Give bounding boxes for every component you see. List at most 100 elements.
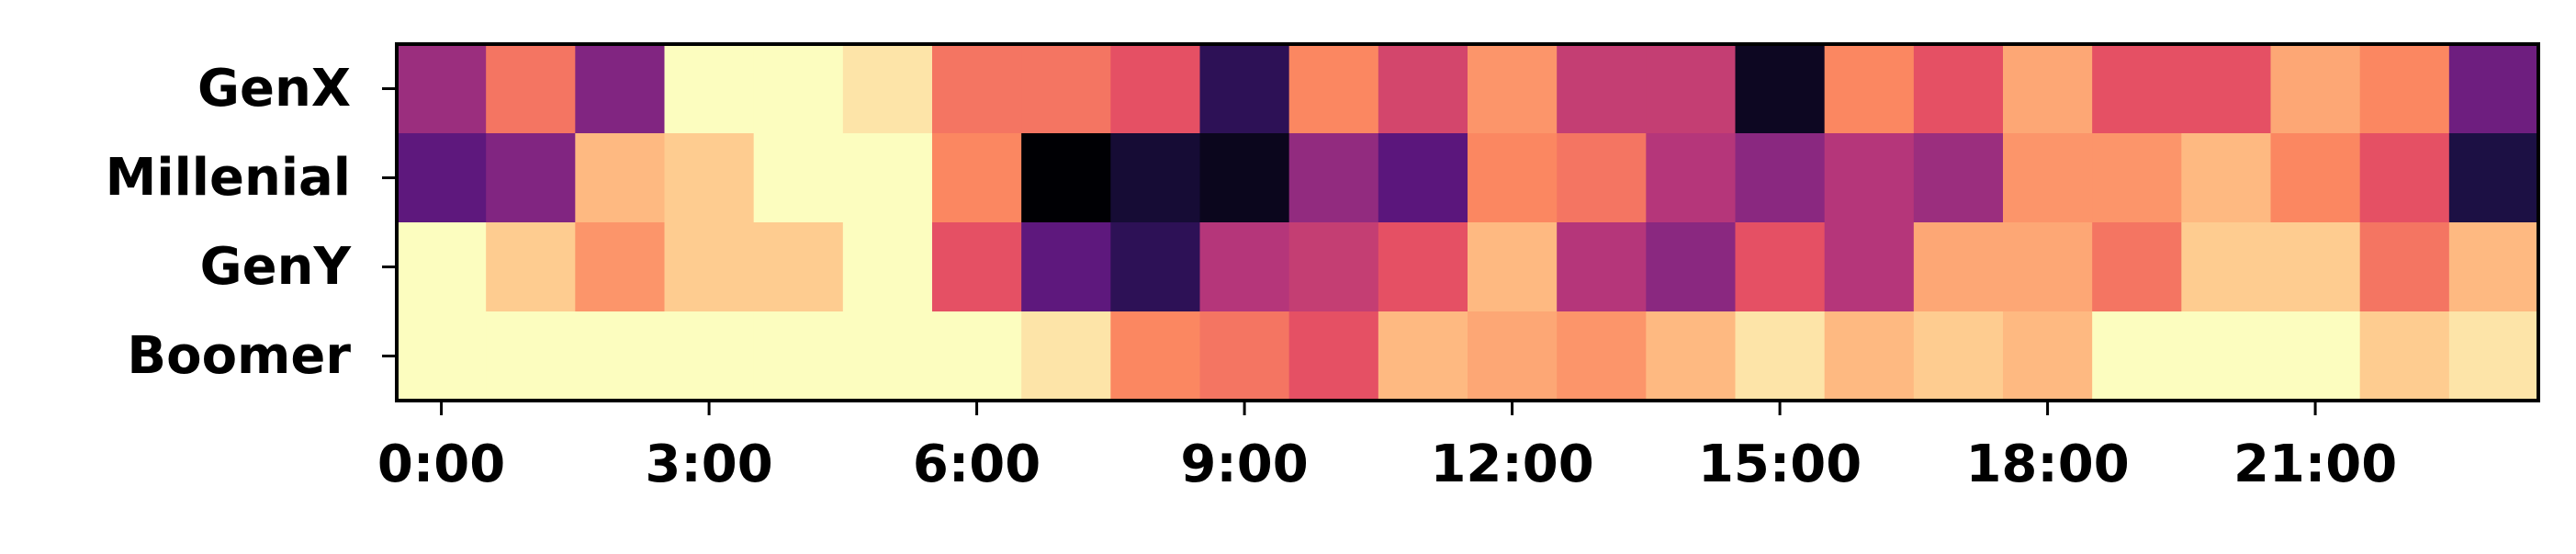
heatmap-cell-geny-23 (2448, 222, 2539, 312)
heatmap-cell-millenial-10 (1288, 133, 1379, 223)
heatmap-cell-boomer-14 (1646, 311, 1737, 401)
heatmap-cell-millenial-23 (2448, 133, 2539, 223)
heatmap-cell-genx-21 (2270, 44, 2361, 134)
x-tick-label-21-00: 21:00 (2233, 435, 2397, 494)
heatmap-cell-geny-0 (397, 222, 487, 312)
heatmap-cell-boomer-4 (753, 311, 844, 401)
heatmap-cell-genx-11 (1378, 44, 1468, 134)
heatmap-cell-boomer-15 (1735, 311, 1826, 401)
heatmap-cell-genx-12 (1468, 44, 1558, 134)
heatmap-cell-millenial-8 (1110, 133, 1201, 223)
heatmap-cell-millenial-21 (2270, 133, 2361, 223)
heatmap-cell-millenial-15 (1735, 133, 1826, 223)
heatmap-cell-geny-2 (575, 222, 666, 312)
heatmap-cell-millenial-19 (2092, 133, 2182, 223)
heatmap-cell-genx-15 (1735, 44, 1826, 134)
heatmap-cell-millenial-4 (753, 133, 844, 223)
y-tick-label-geny: GenY (200, 237, 353, 297)
heatmap-cell-geny-4 (753, 222, 844, 312)
heatmap-cell-geny-18 (2003, 222, 2093, 312)
y-tick-label-millenial: Millenial (106, 148, 351, 208)
y-axis: GenX Millenial GenY Boomer (106, 59, 397, 386)
heatmap-cell-geny-6 (932, 222, 1022, 312)
heatmap-cell-genx-2 (575, 44, 666, 134)
heatmap-cell-boomer-16 (1824, 311, 1915, 401)
heatmap-cell-boomer-2 (575, 311, 666, 401)
heatmap-cell-genx-9 (1199, 44, 1290, 134)
x-tick-label-9-00: 9:00 (1180, 435, 1308, 494)
heatmap-cell-boomer-21 (2270, 311, 2361, 401)
heatmap-cell-boomer-7 (1021, 311, 1111, 401)
heatmap-cell-millenial-3 (664, 133, 755, 223)
heatmap-cell-millenial-5 (842, 133, 933, 223)
heatmap-cell-boomer-18 (2003, 311, 2093, 401)
heatmap-cell-geny-3 (664, 222, 755, 312)
heatmap-cell-boomer-3 (664, 311, 755, 401)
heatmap-cell-millenial-7 (1021, 133, 1111, 223)
heatmap-cell-millenial-17 (1913, 133, 2004, 223)
heatmap-cell-genx-20 (2181, 44, 2272, 134)
x-tick-label-18-00: 18:00 (1965, 435, 2129, 494)
heatmap-cell-geny-16 (1824, 222, 1915, 312)
heatmap-cell-millenial-13 (1557, 133, 1647, 223)
heatmap-cell-geny-8 (1110, 222, 1201, 312)
heatmap-cell-boomer-1 (486, 311, 576, 401)
heatmap-cell-genx-7 (1021, 44, 1111, 134)
heatmap-cell-genx-14 (1646, 44, 1737, 134)
heatmap-cell-genx-8 (1110, 44, 1201, 134)
heatmap-cells (397, 44, 2539, 401)
heatmap-cell-geny-10 (1288, 222, 1379, 312)
heatmap-cell-boomer-22 (2359, 311, 2450, 401)
heatmap-cell-genx-6 (932, 44, 1022, 134)
heatmap-cell-genx-18 (2003, 44, 2093, 134)
heatmap-cell-millenial-22 (2359, 133, 2450, 223)
heatmap-cell-boomer-11 (1378, 311, 1468, 401)
heatmap-cell-boomer-13 (1557, 311, 1647, 401)
heatmap-cell-millenial-2 (575, 133, 666, 223)
heatmap-cell-genx-19 (2092, 44, 2182, 134)
heatmap-cell-boomer-9 (1199, 311, 1290, 401)
heatmap-cell-geny-19 (2092, 222, 2182, 312)
heatmap-cell-genx-22 (2359, 44, 2450, 134)
heatmap-cell-millenial-11 (1378, 133, 1468, 223)
x-tick-label-12-00: 12:00 (1430, 435, 1593, 494)
heatmap-cell-boomer-12 (1468, 311, 1558, 401)
x-tick-label-0-00: 0:00 (377, 435, 505, 494)
heatmap-cell-genx-10 (1288, 44, 1379, 134)
heatmap-cell-genx-23 (2448, 44, 2539, 134)
heatmap-cell-millenial-0 (397, 133, 487, 223)
heatmap-cell-geny-9 (1199, 222, 1290, 312)
heatmap-cell-millenial-6 (932, 133, 1022, 223)
heatmap-cell-millenial-1 (486, 133, 576, 223)
x-tick-label-6-00: 6:00 (913, 435, 1041, 494)
heatmap-cell-millenial-12 (1468, 133, 1558, 223)
x-tick-label-3-00: 3:00 (645, 435, 772, 494)
heatmap-cell-geny-21 (2270, 222, 2361, 312)
heatmap-cell-geny-15 (1735, 222, 1826, 312)
heatmap-cell-boomer-5 (842, 311, 933, 401)
heatmap-cell-geny-20 (2181, 222, 2272, 312)
heatmap-cell-millenial-20 (2181, 133, 2272, 223)
heatmap-cell-genx-3 (664, 44, 755, 134)
y-tick-label-genx: GenX (197, 59, 351, 119)
heatmap-cell-millenial-9 (1199, 133, 1290, 223)
heatmap-cell-geny-5 (842, 222, 933, 312)
heatmap-cell-boomer-8 (1110, 311, 1201, 401)
heatmap-cell-geny-22 (2359, 222, 2450, 312)
heatmap-cell-genx-1 (486, 44, 576, 134)
heatmap-cell-millenial-14 (1646, 133, 1737, 223)
heatmap-cell-genx-16 (1824, 44, 1915, 134)
heatmap-cell-boomer-20 (2181, 311, 2272, 401)
heatmap-cell-millenial-18 (2003, 133, 2093, 223)
heatmap-cell-millenial-16 (1824, 133, 1915, 223)
heatmap-cell-genx-4 (753, 44, 844, 134)
heatmap-cell-boomer-10 (1288, 311, 1379, 401)
heatmap-cell-boomer-0 (397, 311, 487, 401)
heatmap-cell-geny-12 (1468, 222, 1558, 312)
heatmap-cell-genx-0 (397, 44, 487, 134)
heatmap-cell-geny-17 (1913, 222, 2004, 312)
plot-frame (395, 42, 2540, 402)
heatmap-cell-geny-7 (1021, 222, 1111, 312)
heatmap-cell-geny-1 (486, 222, 576, 312)
